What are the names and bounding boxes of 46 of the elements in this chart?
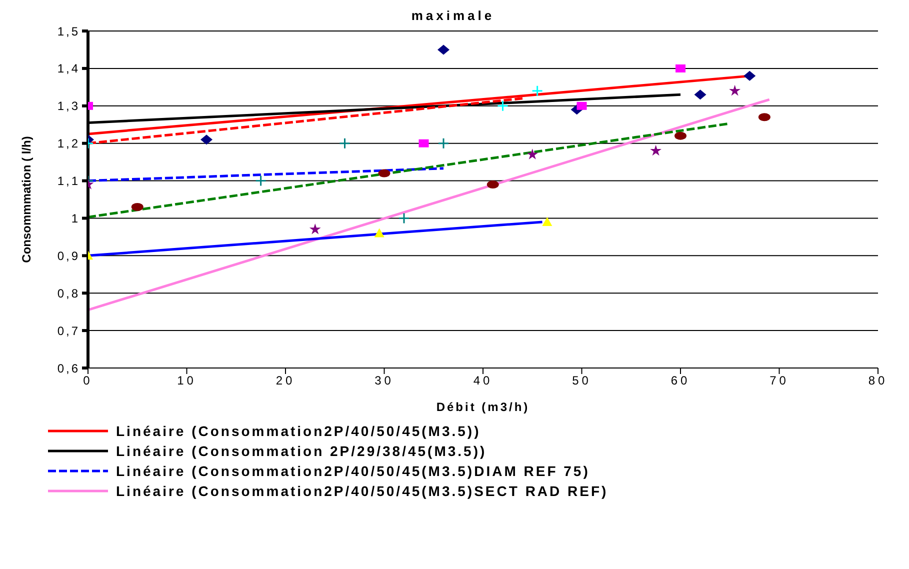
x-tick-label: 80 [868,374,888,388]
point [255,175,267,187]
point [576,102,587,110]
point [744,70,756,81]
point [438,138,450,150]
y-tick-label: 1,5 [57,24,80,38]
point [398,212,410,224]
y-tick-label: 0,6 [57,361,80,376]
point [374,228,384,238]
point [418,139,429,148]
x-tick-label: 30 [374,374,394,388]
point [674,132,686,140]
y-tick-label: 1,2 [57,136,80,151]
y-tick-label: 1,3 [57,99,80,114]
x-tick-label: 0 [83,374,93,388]
y-tick-label: 1,1 [57,174,80,188]
y-tick-label: 0,7 [57,324,80,338]
legend-label: Linéaire (Consommation 2P/29/38/45(M3.5)) [116,443,487,459]
y-tick-label: 0,8 [57,286,80,300]
y-tick-label: 1,4 [57,62,80,76]
x-tick-label: 50 [572,374,592,388]
y-tick-label: 1 [71,211,80,226]
point [542,216,552,226]
point [676,64,686,72]
point [694,90,706,100]
point [438,44,450,55]
point [729,84,741,96]
point [309,223,321,234]
point [339,138,350,150]
legend-label: Linéaire (Consommation2P/40/50/45(M3.5)DIAM REF 75) [116,463,590,479]
point [532,85,544,97]
x-tick-label: 40 [473,374,493,388]
point [200,134,212,145]
x-tick-label: 70 [770,374,789,388]
legend-label: Linéaire (Consommation2P/40/50/45(M3.5)) [116,423,481,439]
chart-title: maximale [410,8,496,23]
x-tick-label: 20 [276,374,296,388]
point [526,148,538,160]
y-tick-label: 0,9 [57,248,80,263]
x-tick-label: 10 [177,374,196,388]
x-axis-title: Débit (m3/h) [436,400,530,414]
legend-label: Linéaire (Consommation2P/40/50/45(M3.5)SECT RAD REF) [116,483,608,499]
point [497,100,508,112]
y-axis-title: Consommmation ( l/h) [19,136,34,263]
point [650,144,662,156]
x-tick-label: 60 [670,374,690,388]
